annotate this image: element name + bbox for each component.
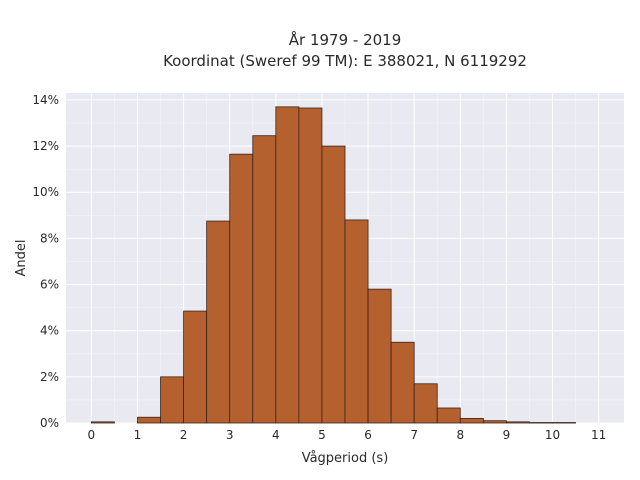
histogram-bar — [552, 422, 576, 424]
x-tick-labels: 0 1 2 3 4 5 6 7 8 9 10 11 — [88, 428, 607, 442]
histogram-bar — [390, 341, 415, 424]
y-tick-label: 10% — [32, 185, 59, 199]
histogram-bar — [252, 135, 277, 424]
y-axis-label: Andel — [14, 240, 29, 277]
x-tick-label: 0 — [88, 428, 96, 442]
histogram-bar — [298, 107, 323, 424]
x-tick-label: 7 — [410, 428, 418, 442]
histogram-bar — [367, 288, 392, 424]
x-tick-label: 10 — [545, 428, 560, 442]
histogram-bar — [344, 219, 369, 424]
x-tick-label: 2 — [180, 428, 188, 442]
histogram-bar — [229, 153, 254, 424]
bars — [90, 106, 576, 424]
x-tick-label: 1 — [134, 428, 142, 442]
x-tick-label: 5 — [318, 428, 326, 442]
histogram-bar — [529, 422, 553, 424]
x-tick-label: 11 — [591, 428, 606, 442]
histogram-bar — [275, 106, 300, 424]
y-tick-label: 4% — [40, 324, 59, 338]
y-tick-label: 8% — [40, 231, 59, 245]
chart-title-line2: Koordinat (Sweref 99 TM): E 388021, N 61… — [163, 52, 527, 70]
histogram-bar — [506, 421, 530, 424]
histogram-bar — [160, 376, 184, 424]
histogram-bar — [137, 416, 161, 424]
y-tick-label: 12% — [32, 139, 59, 153]
histogram-bar — [482, 420, 507, 424]
x-tick-label: 6 — [364, 428, 372, 442]
x-tick-label: 8 — [456, 428, 464, 442]
y-tick-label: 2% — [40, 370, 59, 384]
histogram-bar — [90, 421, 115, 424]
histogram-bar — [459, 417, 484, 424]
histogram-bar — [206, 220, 231, 424]
histogram-bar — [436, 407, 461, 424]
histogram-bar — [321, 145, 346, 424]
y-tick-label: 0% — [40, 416, 59, 430]
x-axis-label: Vågperiod (s) — [302, 451, 389, 466]
chart-title-line1: År 1979 - 2019 — [289, 30, 402, 49]
y-tick-label: 14% — [32, 93, 59, 107]
y-tick-labels: 0% 2% 4% 6% 8% 10% 12% 14% — [32, 93, 59, 430]
histogram-bar — [183, 310, 208, 424]
x-tick-label: 4 — [272, 428, 280, 442]
x-tick-label: 3 — [226, 428, 234, 442]
x-tick-label: 9 — [503, 428, 511, 442]
y-tick-label: 6% — [40, 278, 59, 292]
histogram-bar — [413, 383, 438, 424]
